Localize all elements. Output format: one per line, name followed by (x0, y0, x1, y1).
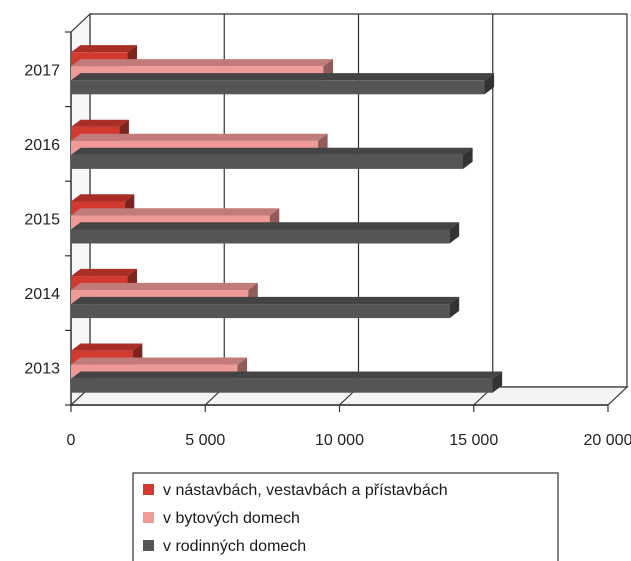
chart-bars (71, 45, 503, 393)
legend-swatch (143, 484, 154, 495)
bar-top-face (71, 59, 333, 67)
bar-top-face (71, 371, 503, 379)
bar-front-face (71, 378, 493, 393)
bar-top-face (71, 119, 129, 127)
bar-side-face (449, 222, 460, 244)
bar-top-face (71, 268, 137, 277)
bar-side-face (492, 371, 503, 393)
bar (71, 73, 495, 95)
bar-front-face (71, 154, 464, 169)
bar-top-face (71, 343, 143, 351)
y-tick-label: 2016 (24, 137, 60, 154)
bar-side-face (463, 147, 473, 169)
bar-top-face (71, 357, 248, 365)
x-axis-labels: 0 5 000 10 000 15 000 20 000 (67, 432, 631, 449)
x-tick-label: 20 000 (584, 432, 631, 449)
bar-top-face (71, 222, 460, 230)
y-tick-label: 2013 (24, 361, 60, 378)
legend: v nástavbách, vestavbách a přístavbách v … (132, 472, 559, 561)
bar-front-face (71, 229, 450, 244)
legend-box (132, 472, 559, 561)
bar-top-face (71, 133, 328, 141)
legend-swatch (143, 540, 154, 551)
y-tick-label: 2014 (24, 286, 60, 303)
x-tick-label: 15 000 (449, 432, 498, 449)
bar-top-face (71, 147, 473, 155)
bar (71, 222, 460, 244)
x-tick-label: 10 000 (315, 432, 364, 449)
bar-side-face (449, 296, 460, 319)
bar (71, 147, 473, 169)
legend-label: v rodinných domech (163, 538, 306, 555)
legend-label: v bytových domech (163, 510, 300, 527)
bar-top-face (71, 73, 495, 81)
x-tick-label: 0 (67, 432, 76, 449)
bar-front-face (71, 80, 485, 95)
y-tick-label: 2017 (24, 62, 60, 79)
bar-top-face (71, 194, 135, 202)
bar-top-face (71, 45, 137, 53)
bar-side-face (484, 73, 495, 95)
y-tick-label: 2015 (24, 212, 60, 229)
x-tick-label: 5 000 (185, 432, 225, 449)
legend-swatch (143, 512, 154, 523)
bar (71, 371, 503, 393)
bar (71, 296, 460, 319)
bar-top-face (71, 282, 258, 291)
bar-top-face (71, 296, 460, 305)
bar-front-face (71, 304, 450, 319)
legend-label: v nástavbách, vestavbách a přístavbách (163, 482, 448, 499)
bar-top-face (71, 208, 280, 216)
y-axis-labels: 2013 2014 2015 2016 2017 (24, 62, 60, 377)
